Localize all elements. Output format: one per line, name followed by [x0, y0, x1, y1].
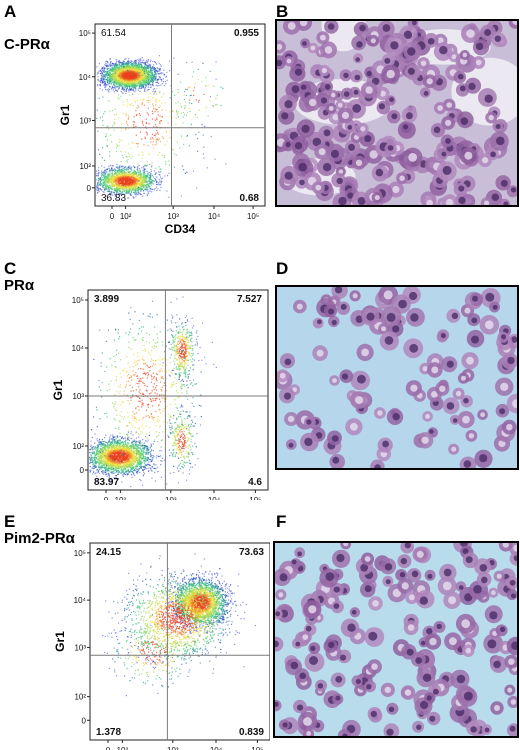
y-tick-label: 0 — [80, 466, 85, 475]
y-tick-label: 10³ — [72, 392, 84, 401]
y-tick-label: 10⁴ — [74, 596, 87, 605]
cell — [506, 393, 517, 414]
y-axis-label: Gr1 — [58, 104, 72, 125]
quadrant-upper-right: 73.63 — [239, 547, 264, 558]
micrograph-f — [273, 541, 519, 738]
x-tick-label: 10⁵ — [247, 212, 259, 221]
x-tick-label: 10² — [115, 496, 127, 500]
quadrant-lower-right: 4.6 — [248, 477, 262, 488]
panel-label-c: C — [4, 259, 17, 278]
x-tick-label: 10³ — [165, 496, 177, 500]
quadrant-lower-right: 0.839 — [239, 727, 264, 738]
quadrant-upper-left: 24.15 — [96, 547, 121, 558]
quadrant-upper-left: 3.899 — [94, 294, 119, 305]
panel-label-b: B — [276, 2, 289, 21]
condition-label-e: Pim2-PRα — [4, 530, 75, 547]
x-tick-label: 10² — [117, 746, 129, 750]
condition-label-a: C-PRα — [4, 36, 50, 53]
quadrant-upper-right: 0.955 — [234, 28, 259, 39]
cell — [337, 729, 351, 736]
quadrant-upper-right: 7.527 — [237, 294, 262, 305]
y-tick-label: 10⁵ — [72, 296, 84, 305]
quadrant-lower-left: 36.83 — [101, 193, 126, 204]
x-tick-label: 10² — [120, 212, 132, 221]
y-tick-label: 10² — [72, 442, 84, 451]
x-tick-label: 0 — [106, 746, 111, 750]
x-tick-label: 10⁴ — [208, 212, 221, 221]
y-tick-label: 10⁵ — [79, 29, 91, 38]
x-tick-label: 10⁵ — [249, 496, 261, 500]
panel-label-d: D — [276, 259, 289, 278]
condition-label-c: PRα — [4, 277, 35, 294]
micrograph-d — [275, 285, 519, 470]
x-tick-label: 10³ — [167, 746, 179, 750]
flow-plot-c: 010²10³10⁴10⁵010²10³10⁴10⁵CD34Gr13.8997.… — [51, 289, 269, 500]
x-tick-label: 10⁵ — [251, 746, 263, 750]
x-tick-label: 10⁴ — [210, 746, 223, 750]
y-tick-label: 10³ — [74, 643, 86, 652]
quadrant-lower-left: 83.97 — [94, 477, 119, 488]
flow-plot-e: 010²10³10⁴10⁵010²10³10⁴10⁵CD34Gr124.1573… — [53, 542, 270, 750]
y-tick-label: 10⁵ — [74, 549, 86, 558]
x-tick-label: 10⁴ — [208, 496, 221, 500]
y-axis-label: Gr1 — [53, 631, 67, 652]
y-tick-label: 10⁴ — [79, 73, 92, 82]
y-tick-label: 0 — [87, 184, 92, 193]
quadrant-lower-left: 1.378 — [96, 727, 121, 738]
y-tick-label: 10³ — [79, 116, 91, 125]
y-tick-label: 10² — [74, 693, 86, 702]
x-tick-label: 0 — [110, 212, 115, 221]
panel-label-a: A — [4, 2, 17, 21]
x-tick-label: 10³ — [167, 212, 179, 221]
events-layer — [102, 553, 256, 697]
flow-plot-a: 0 10² 10³ 10⁴ 10⁵ 0 10² 10³ 10⁴ 10⁵ CD34 Gr1 61.54 0.… — [58, 23, 266, 236]
x-tick-label: 0 — [104, 496, 109, 500]
events-layer — [89, 295, 217, 488]
y-tick-label: 10⁴ — [72, 344, 85, 353]
quadrant-lower-right: 0.68 — [240, 193, 260, 204]
panel-label-e: E — [4, 512, 16, 531]
events-layer — [96, 55, 227, 200]
panel-label-f: F — [276, 512, 287, 531]
quadrant-upper-left: 61.54 — [101, 28, 126, 39]
micrograph-b — [275, 19, 519, 207]
y-tick-label: 10² — [79, 162, 91, 171]
y-tick-label: 0 — [82, 716, 87, 725]
y-axis-label: Gr1 — [51, 379, 65, 400]
x-axis-label: CD34 — [165, 222, 196, 236]
cell — [370, 459, 385, 468]
cell — [275, 636, 284, 652]
